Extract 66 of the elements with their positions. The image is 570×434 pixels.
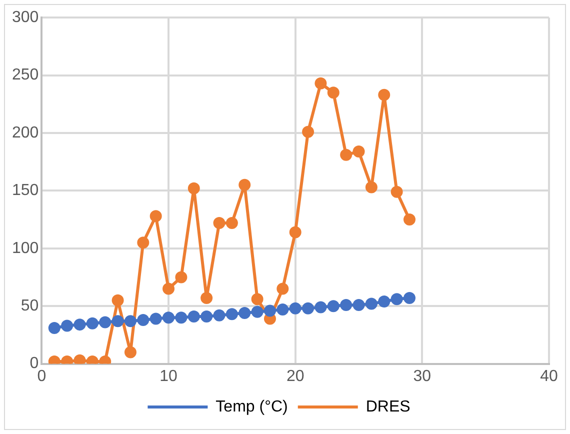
y-tick-label: 100	[12, 240, 39, 257]
y-tick-label: 200	[12, 124, 39, 142]
point	[390, 186, 403, 198]
point	[403, 292, 416, 304]
point	[99, 316, 112, 328]
point	[226, 217, 238, 230]
point	[314, 77, 327, 90]
point	[175, 312, 188, 324]
point	[74, 318, 86, 331]
point	[276, 282, 289, 295]
point	[238, 178, 251, 191]
point	[86, 317, 98, 330]
legend-label: DRES	[366, 398, 410, 416]
point	[188, 182, 200, 194]
point	[48, 322, 60, 334]
point	[276, 304, 289, 316]
point	[390, 293, 403, 306]
y-tick-label: 300	[12, 9, 39, 26]
x-tick-label: 40	[540, 368, 558, 385]
point	[327, 300, 340, 312]
point	[251, 306, 264, 318]
point	[403, 214, 416, 226]
point	[378, 295, 390, 308]
point	[137, 314, 150, 326]
point	[365, 298, 378, 310]
point	[352, 145, 365, 158]
x-tick-label: 10	[160, 368, 178, 385]
point	[226, 308, 238, 320]
point	[124, 346, 136, 358]
point	[378, 88, 390, 101]
point	[365, 181, 378, 194]
point	[340, 298, 352, 311]
point	[238, 307, 251, 320]
point	[137, 236, 150, 249]
y-tick-label: 250	[12, 66, 39, 84]
point	[340, 148, 352, 161]
point	[200, 310, 213, 322]
point	[150, 210, 162, 222]
point	[112, 315, 124, 328]
point	[289, 226, 302, 238]
legend-label: Temp (°C)	[216, 398, 288, 416]
x-tick-label: 20	[286, 368, 304, 385]
point	[213, 217, 226, 230]
point	[327, 86, 340, 99]
y-tick-label: 0	[30, 355, 39, 372]
point	[112, 294, 124, 306]
point	[264, 304, 276, 317]
y-tick-label: 50	[20, 298, 39, 315]
point	[289, 302, 302, 314]
point	[162, 312, 175, 324]
point	[175, 271, 188, 284]
point	[74, 354, 86, 364]
point	[213, 309, 226, 322]
point	[251, 293, 264, 306]
point	[150, 312, 162, 325]
point	[314, 301, 327, 314]
point	[302, 126, 314, 138]
point	[162, 282, 175, 295]
x-tick-label: 30	[413, 368, 432, 385]
point	[302, 302, 314, 314]
point	[188, 310, 200, 322]
y-tick-label: 150	[12, 182, 39, 200]
point	[61, 320, 74, 332]
point	[352, 298, 365, 311]
point	[200, 292, 213, 304]
point	[124, 315, 136, 328]
